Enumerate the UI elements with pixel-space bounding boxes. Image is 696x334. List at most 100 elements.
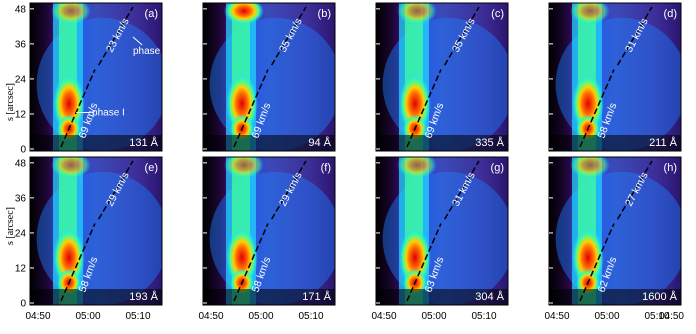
x-tick-label: 05:10 [471, 311, 496, 322]
y-tick-label: 12 [15, 109, 27, 120]
x-tick-label: 05:00 [421, 311, 446, 322]
panel-frame [548, 156, 682, 306]
panel-c [376, 3, 508, 151]
bright-top [569, 3, 610, 25]
y-tick-label: 36 [15, 39, 27, 50]
fit-line-phase-2 [443, 160, 480, 220]
y-axis-title-bottom: s [arcsec] [5, 207, 16, 245]
panel-background [549, 157, 681, 305]
panel-background [549, 3, 681, 151]
phase-2-label: phase II [133, 46, 169, 57]
y-tick-label: 48 [15, 158, 27, 169]
panel-a [30, 3, 162, 151]
fit-line-phase-1 [233, 223, 269, 302]
y-tick-label: 0 [20, 299, 26, 310]
panel-letter: (f) [321, 162, 331, 174]
phase-2-arrow [132, 36, 143, 46]
panel-g [376, 157, 508, 305]
panel-e [30, 157, 162, 305]
x-tick-label: 04:50 [25, 311, 50, 322]
panel-wavelength: 193 Å [129, 290, 158, 303]
panel-wavelength: 131 Å [129, 136, 158, 149]
panel-letter: (g) [491, 162, 504, 174]
bright-top [50, 157, 91, 179]
panel-frame [29, 156, 163, 306]
panel-letter: (b) [318, 8, 331, 20]
fit-line-phase-1 [579, 223, 615, 302]
panel-wavelength: 1600 Å [642, 290, 678, 303]
bright-top [396, 157, 437, 179]
y-tick-label: 24 [15, 74, 27, 85]
dark-bottom-strip [376, 289, 508, 305]
dark-bottom-strip [549, 135, 681, 151]
x-tick-label: 04:50 [198, 311, 223, 322]
dark-bottom-strip [203, 135, 335, 151]
bright-top [569, 157, 610, 179]
axes-labels: s [arcsec] s [arcsec] 0 12 24 36 48 0 12 24 36 48… [5, 4, 684, 322]
fit-line-phase-2 [616, 6, 653, 66]
x-tick-label: 05:10 [298, 311, 323, 322]
panel-frame [548, 2, 682, 152]
x-tick-label: 05:00 [75, 311, 100, 322]
panel-wavelength: 94 Å [308, 136, 331, 149]
x-tick-label: 05:10 [644, 311, 669, 322]
bright-top [50, 3, 91, 25]
panel-wavelength: 211 Å [649, 136, 678, 149]
fit-line-phase-2 [270, 6, 307, 66]
dark-bottom-strip [376, 135, 508, 151]
panel-background [203, 3, 335, 151]
panel-d [549, 3, 681, 151]
panel-frame [375, 156, 509, 306]
fit-line-phase-2 [97, 6, 134, 66]
panel-frame [202, 2, 336, 152]
bright-top [396, 3, 437, 25]
fit-line-phase-2 [97, 160, 134, 220]
fit-line-phase-2 [443, 6, 480, 66]
y-axis-title-top: s [arcsec] [5, 83, 16, 121]
panel-letter: (e) [145, 162, 158, 174]
panel-frame [29, 2, 163, 152]
fit-line-phase-1 [406, 69, 442, 148]
fit-line-phase-2 [616, 160, 653, 220]
dark-bottom-strip [203, 289, 335, 305]
panel-wavelength: 304 Å [475, 290, 504, 303]
fit-line-phase-1 [406, 223, 442, 302]
panel-frame [202, 156, 336, 306]
panel-letter: (c) [491, 8, 504, 20]
bright-top [223, 3, 264, 25]
panel-wavelength: 171 Å [302, 290, 331, 303]
dark-bottom-strip [549, 289, 681, 305]
dark-bottom-strip [30, 289, 162, 305]
panel-f [203, 157, 335, 305]
dark-bottom-strip [30, 135, 162, 151]
panel-background [376, 157, 508, 305]
y-tick-label: 24 [15, 228, 27, 239]
x-tick-label: 04:50 [544, 311, 569, 322]
panel-b [203, 3, 335, 151]
x-tick-label: 04:50 [371, 311, 396, 322]
y-tick-label: 36 [15, 193, 27, 204]
panel-background [203, 157, 335, 305]
fit-line-phase-1 [233, 69, 269, 148]
panel-h [549, 157, 681, 305]
panel-wavelength: 335 Å [475, 136, 504, 149]
panel-frame [375, 2, 509, 152]
fit-line-phase-1 [60, 69, 96, 148]
panel-letter: (d) [664, 8, 677, 20]
panel-letter: (a) [145, 8, 158, 20]
panel-letter: (h) [664, 162, 677, 174]
panel-background [376, 3, 508, 151]
x-tick-label: 05:00 [594, 311, 619, 322]
fit-line-phase-1 [60, 223, 96, 302]
bright-top [223, 157, 264, 179]
x-tick-label-end: 04:50 [659, 311, 684, 322]
x-tick-label: 05:10 [125, 311, 150, 322]
fit-line-phase-1 [579, 69, 615, 148]
panel-background [30, 3, 162, 151]
x-tick-label: 05:00 [248, 311, 273, 322]
panel-background [30, 157, 162, 305]
fit-line-phase-2 [270, 160, 307, 220]
phase-1-label: phase I [92, 107, 125, 118]
